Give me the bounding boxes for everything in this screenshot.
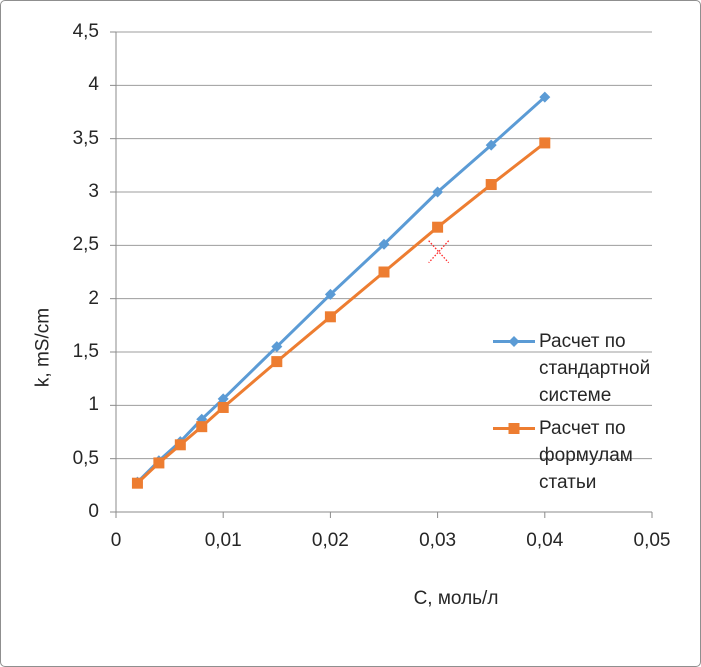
legend-entry-standard-system: Расчет по стандартной системе <box>491 328 661 409</box>
x-marker-annotation <box>428 240 450 264</box>
legend-label-line: Расчет по <box>539 331 626 352</box>
data-point-square <box>271 356 283 368</box>
data-point-square <box>539 137 551 149</box>
data-point-square <box>324 311 336 323</box>
data-point-diamond <box>485 139 497 151</box>
data-point-diamond <box>271 341 283 353</box>
data-point-square <box>174 439 186 451</box>
data-point-square <box>432 221 444 233</box>
data-point-square <box>196 421 208 433</box>
legend-label-line: формулам <box>539 445 633 466</box>
legend-label-line: стандартной <box>539 358 651 379</box>
data-point-square <box>153 457 165 469</box>
data-point-square <box>217 401 229 413</box>
legend-label-line: статьи <box>539 472 597 493</box>
data-point-square <box>485 179 497 191</box>
data-point-diamond <box>217 393 229 405</box>
data-point-diamond <box>432 186 444 198</box>
data-point-square <box>378 266 390 278</box>
data-point-diamond <box>539 91 551 103</box>
data-point-diamond <box>324 288 336 300</box>
legend-label-line: Расчет по <box>539 418 626 439</box>
legend-label-line: системе <box>539 385 612 406</box>
data-point-diamond <box>378 238 390 250</box>
legend-entry-article-formulas: Расчет по формулам статьи <box>491 415 661 496</box>
legend-label-standard-system: Расчет по стандартной системе <box>539 328 650 409</box>
legend: Расчет по стандартной системе Расчет по … <box>491 328 661 496</box>
legend-key-square-icon <box>493 423 535 434</box>
data-point-square <box>131 477 143 489</box>
legend-key-diamond-icon <box>493 336 535 347</box>
legend-label-article-formulas: Расчет по формулам статьи <box>539 415 633 496</box>
